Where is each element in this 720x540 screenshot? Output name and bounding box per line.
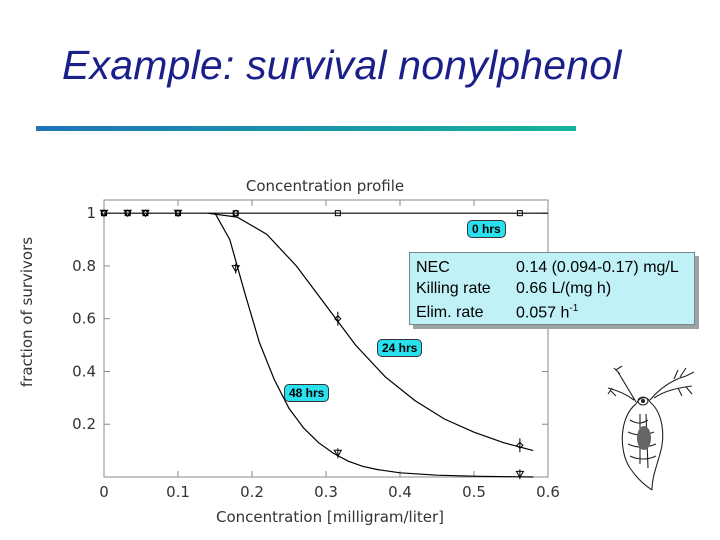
slide-title: Example: survival nonylphenol (62, 42, 622, 88)
x-tick-label: 0.1 (166, 483, 190, 501)
x-tick-label: 0.3 (314, 483, 338, 501)
marker-48-hrs (123, 209, 133, 218)
y-tick-label: 0.8 (72, 257, 96, 275)
killing-rate-label: Killing rate (416, 280, 491, 297)
fit-curve-48-hrs (214, 212, 534, 478)
y-tick-label: 0.6 (72, 310, 96, 328)
marker-48-hrs (141, 209, 150, 218)
marker-48-hrs (173, 209, 183, 218)
label-0-hrs: 0 hrs (467, 220, 506, 238)
x-tick-label: 0.5 (462, 483, 486, 501)
y-tick-label: 0.2 (72, 415, 96, 433)
nec-value: 0.14 (0.094-0.17) mg/L (516, 259, 679, 276)
y-tick-label: 0.4 (72, 362, 96, 380)
x-axis-label: Concentration [milligram/liter] (216, 508, 444, 526)
y-axis-label: fraction of survivors (18, 237, 36, 387)
x-tick-label: 0.6 (536, 483, 560, 501)
nec-label: NEC (416, 259, 450, 276)
parameter-box: NEC 0.14 (0.094-0.17) mg/L Killing rate 0.… (409, 252, 695, 325)
elim-rate-label: Elim. rate (416, 304, 484, 322)
label-24-hrs: 24 hrs (377, 339, 423, 357)
marker-0-hrs (516, 210, 523, 217)
killing-rate-value: 0.66 L/(mg h) (516, 280, 612, 297)
marker-0-hrs (334, 210, 341, 217)
daphnia-icon (607, 365, 695, 491)
marker-24-hrs (232, 209, 240, 217)
elim-rate-exponent: -1 (569, 303, 579, 314)
y-tick-label: 1 (86, 204, 96, 222)
marker-48-hrs (99, 209, 109, 218)
x-tick-label: 0.4 (388, 483, 412, 501)
elim-rate-value: 0.057 h (516, 304, 570, 322)
title-underline (36, 126, 576, 131)
chart-title: Concentration profile (246, 177, 404, 195)
fit-curve-24-hrs (207, 212, 534, 452)
x-tick-label: 0.2 (240, 483, 264, 501)
x-tick-label: 0 (99, 483, 109, 501)
label-48-hrs: 48 hrs (284, 384, 330, 402)
